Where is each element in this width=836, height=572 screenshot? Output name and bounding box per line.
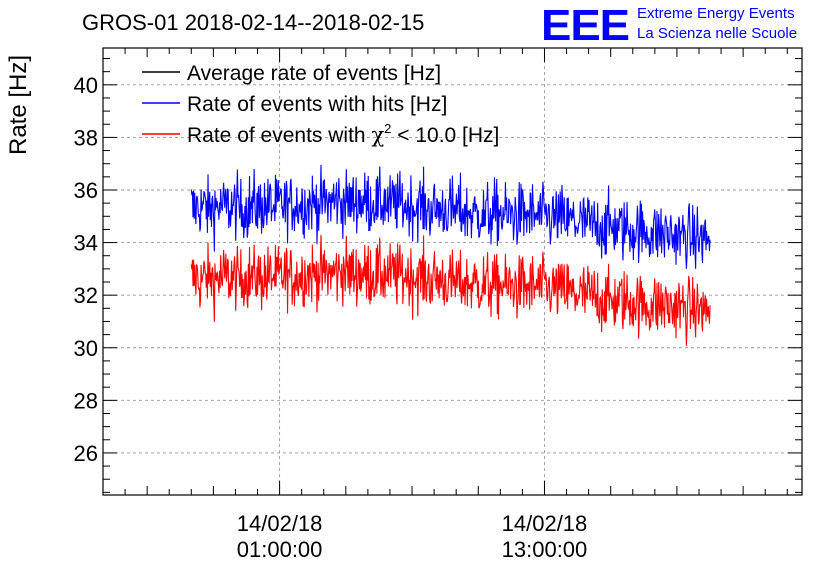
chart-title: GROS-01 2018-02-14--2018-02-15 (82, 10, 424, 35)
legend-entry-chi2: Rate of events with χ2 < 10.0 [Hz] (142, 121, 499, 147)
y-tick-label: 34 (74, 231, 98, 256)
eee-logo-mark: EEE (541, 1, 629, 50)
legend-label-chi2: Rate of events with χ2 < 10.0 [Hz] (187, 121, 499, 147)
x-tick-label-time: 01:00:00 (237, 537, 323, 562)
plot-frame (102, 47, 803, 496)
data-series (190, 164, 711, 346)
legend-entry-average: Average rate of events [Hz] (142, 62, 441, 85)
eee-logo-line1: Extreme Energy Events (637, 5, 795, 22)
series-line-2 (190, 234, 711, 346)
y-tick-label: 26 (74, 441, 98, 466)
eee-logo-line2: La Scienza nelle Scuole (637, 25, 797, 42)
chi-symbol: χ (371, 123, 384, 147)
y-tick-label: 36 (74, 178, 98, 203)
legend-label-average: Average rate of events [Hz] (187, 62, 441, 85)
x-tick-label-date: 14/02/18 (502, 511, 588, 536)
legend-entry-hits: Rate of events with hits [Hz] (142, 93, 447, 116)
y-tick-label: 40 (74, 73, 98, 98)
y-tick-label: 32 (74, 283, 98, 308)
y-tick-label: 38 (74, 125, 98, 150)
y-tick-label: 30 (74, 336, 98, 361)
x-tick-label-time: 13:00:00 (502, 537, 588, 562)
y-tick-label: 28 (74, 388, 98, 413)
legend-label-hits: Rate of events with hits [Hz] (187, 93, 447, 116)
x-tick-label-date: 14/02/18 (237, 511, 323, 536)
chi-exponent: 2 (384, 121, 391, 136)
legend: Average rate of events [Hz] Rate of even… (142, 62, 499, 147)
eee-logo: EEE Extreme Energy Events La Scienza nel… (541, 1, 797, 50)
series-line-1 (190, 164, 711, 269)
axis-ticks: 262830323436384014/02/1801:00:0014/02/18… (74, 48, 802, 562)
y-axis-label: Rate [Hz] (5, 55, 32, 155)
